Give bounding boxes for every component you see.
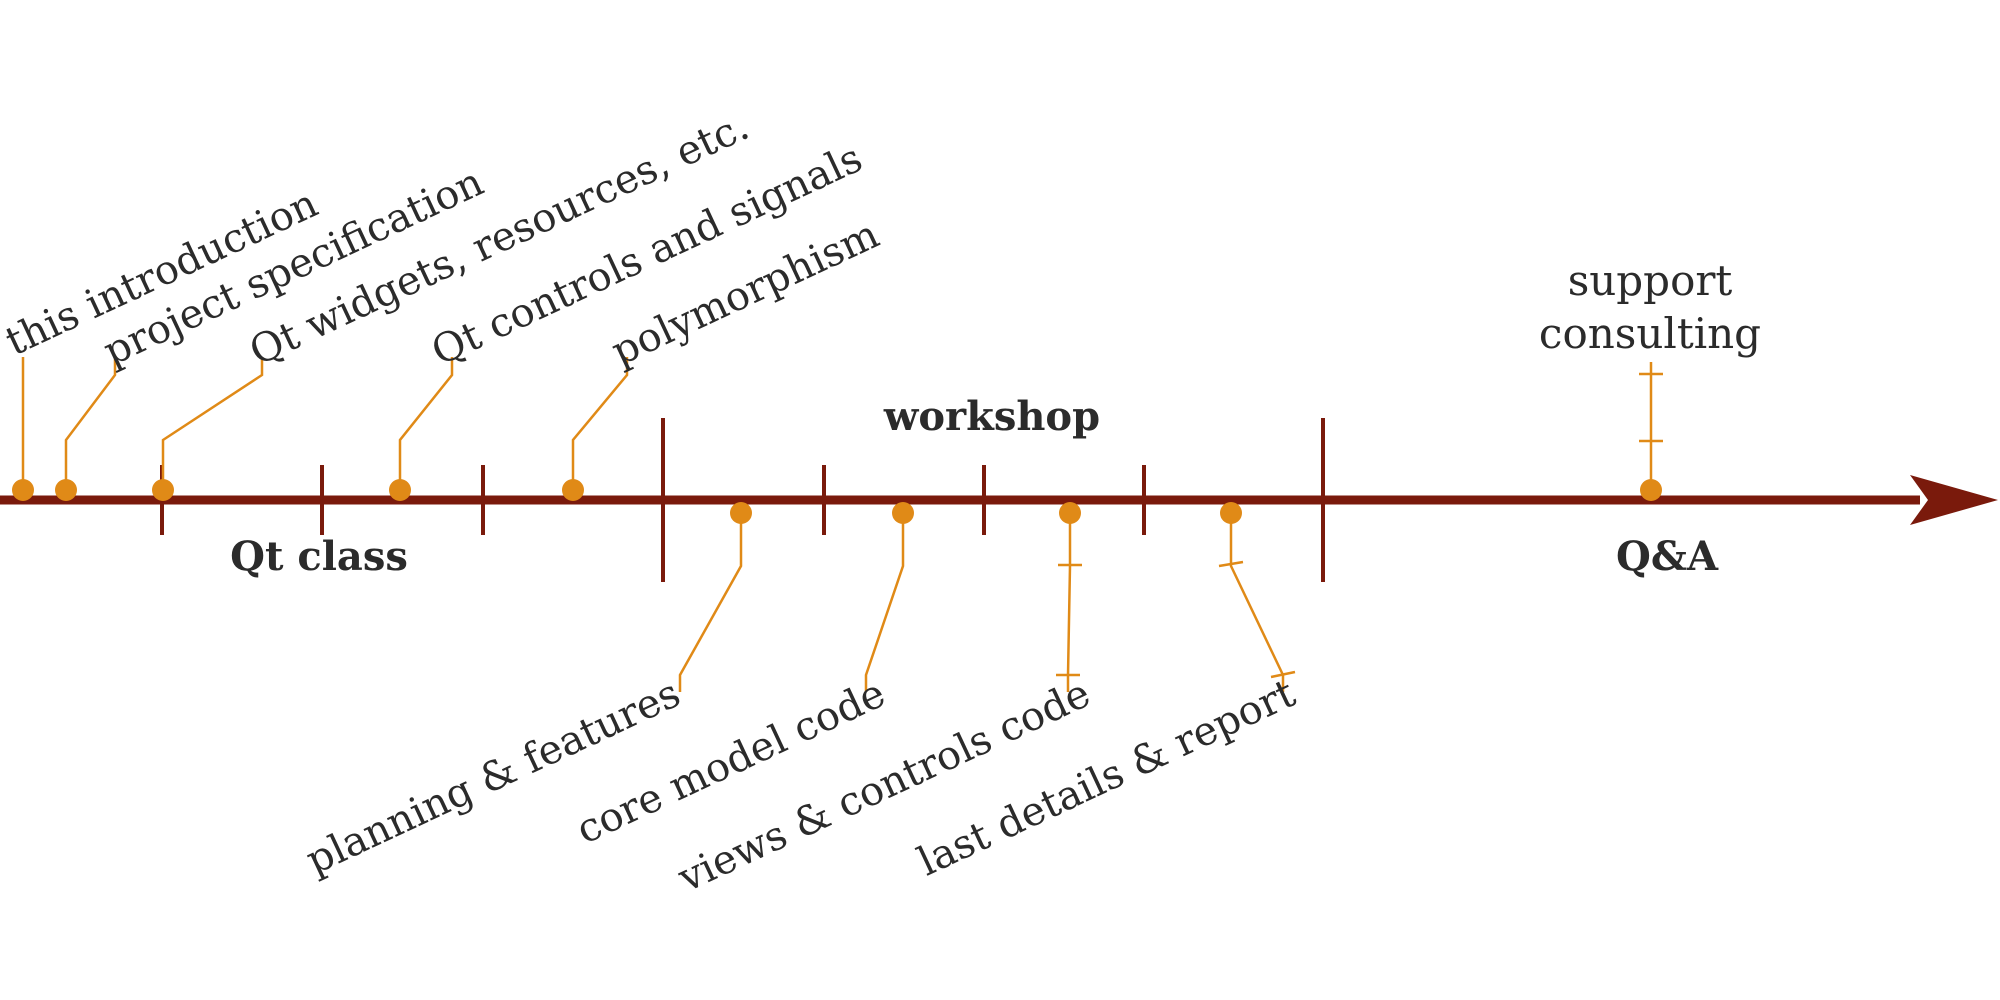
- qa-event: support consulting: [1539, 256, 1761, 501]
- qa-label-support: support: [1568, 256, 1733, 305]
- event-marker: [1220, 502, 1242, 524]
- phase-labels: Qt class workshop Q&A: [230, 393, 1719, 580]
- connector-tick: [1218, 560, 1244, 568]
- connector-qt-controls: [398, 357, 454, 490]
- event-labels-above: this introduction project specification …: [0, 103, 886, 375]
- event-labels-below: planning & features core model code view…: [299, 670, 1302, 902]
- event-marker: [55, 479, 77, 501]
- phase-label-qt-class: Qt class: [230, 533, 408, 580]
- axis-arrowhead: [1910, 475, 1998, 525]
- event-marker: [562, 479, 584, 501]
- connector-project-specification: [64, 357, 117, 490]
- event-marker: [892, 502, 914, 524]
- event-marker: [730, 502, 752, 524]
- connector-views-controls-code: [1066, 513, 1072, 692]
- connector-last-details-report: [1229, 513, 1285, 692]
- event-marker: [1059, 502, 1081, 524]
- event-marker: [152, 479, 174, 501]
- event-marker: [1640, 479, 1662, 501]
- events-below: [678, 513, 1296, 692]
- event-label-planning-features: planning & features: [299, 670, 687, 883]
- qa-label-consulting: consulting: [1539, 309, 1761, 358]
- phase-label-qa: Q&A: [1616, 533, 1719, 580]
- event-marker: [389, 479, 411, 501]
- event-markers-below: [730, 502, 1242, 524]
- connector-planning-features: [678, 513, 743, 692]
- connector-qt-widgets: [161, 357, 264, 490]
- connector-polymorphism: [571, 357, 629, 490]
- events-above: [21, 357, 629, 490]
- event-marker: [12, 479, 34, 501]
- event-label-last-details-report: last details & report: [911, 670, 1302, 885]
- event-markers-above: [12, 479, 584, 501]
- phase-label-workshop: workshop: [883, 393, 1100, 440]
- connector-tick: [1270, 670, 1296, 679]
- timeline-axis: [0, 475, 1998, 525]
- connector-core-model-code: [864, 513, 905, 692]
